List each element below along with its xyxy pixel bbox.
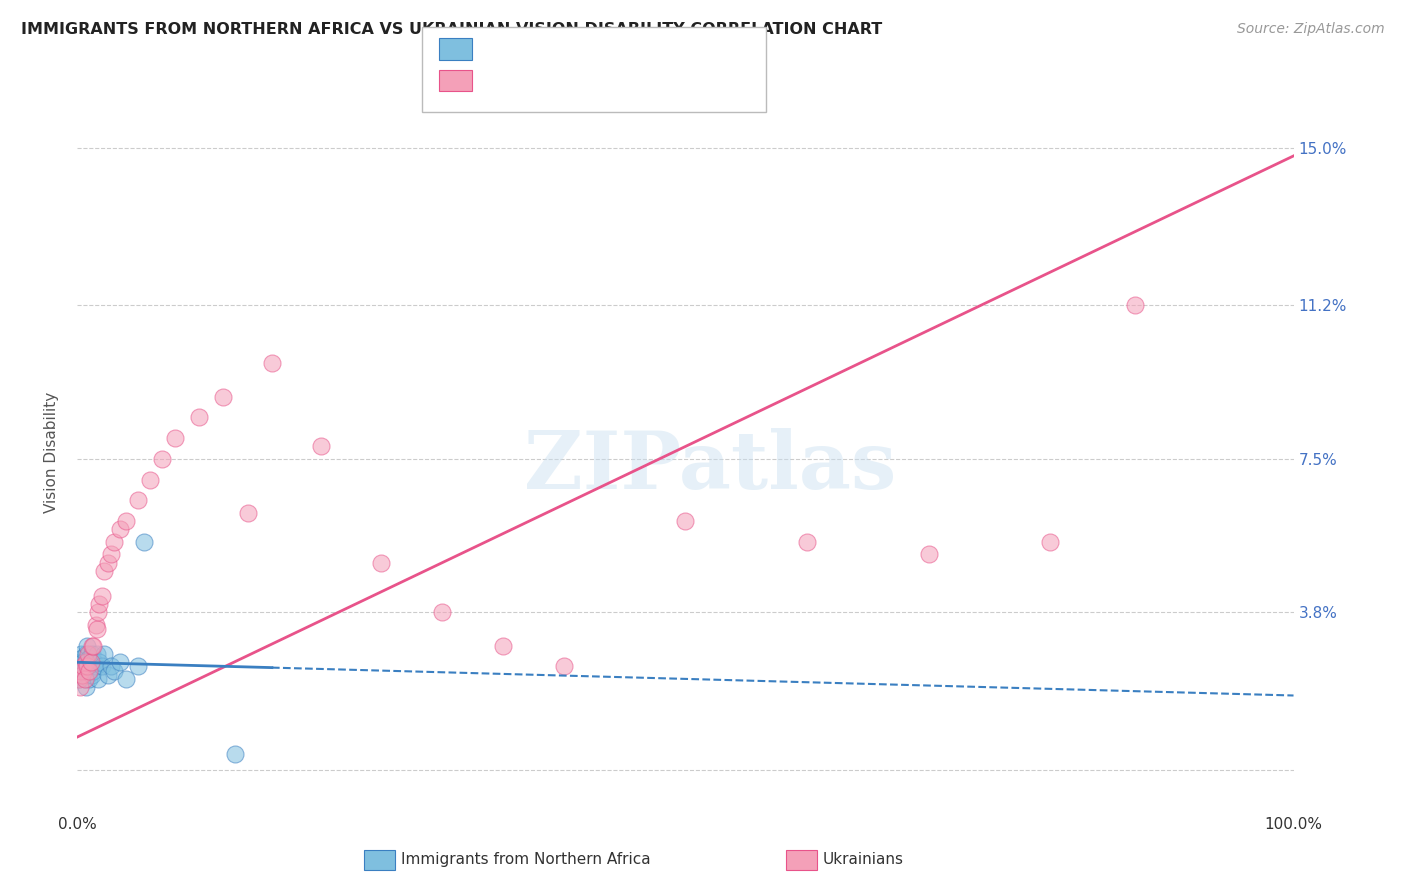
- Text: R =: R =: [477, 42, 505, 56]
- Point: [75, 680, 97, 694]
- Point: [675, 514, 697, 528]
- Point: [75, 655, 97, 669]
- Point: [86, 647, 108, 661]
- Point: [134, 535, 156, 549]
- Point: [260, 356, 283, 370]
- Point: [430, 606, 453, 620]
- Point: [93, 564, 115, 578]
- Point: [84, 618, 107, 632]
- Text: -0.038: -0.038: [520, 42, 575, 56]
- Point: [72, 655, 94, 669]
- Text: R =: R =: [477, 73, 505, 87]
- Point: [79, 664, 101, 678]
- Point: [236, 506, 259, 520]
- Point: [72, 664, 94, 678]
- Point: [89, 597, 111, 611]
- Point: [90, 659, 112, 673]
- Text: 42: 42: [630, 73, 651, 87]
- Point: [76, 659, 98, 673]
- Point: [103, 664, 125, 678]
- Point: [86, 622, 108, 636]
- Point: [76, 664, 98, 678]
- Point: [69, 655, 91, 669]
- Point: [87, 606, 110, 620]
- Point: [83, 655, 105, 669]
- Point: [75, 647, 97, 661]
- Y-axis label: Vision Disability: Vision Disability: [44, 392, 59, 513]
- Point: [139, 473, 162, 487]
- Point: [370, 556, 392, 570]
- Text: 0.612: 0.612: [520, 73, 568, 87]
- Point: [90, 589, 112, 603]
- Point: [67, 672, 90, 686]
- Text: N =: N =: [591, 73, 620, 87]
- Point: [115, 514, 138, 528]
- Text: Source: ZipAtlas.com: Source: ZipAtlas.com: [1237, 22, 1385, 37]
- Text: Immigrants from Northern Africa: Immigrants from Northern Africa: [401, 853, 651, 867]
- Point: [73, 672, 96, 686]
- Point: [188, 410, 211, 425]
- Point: [82, 639, 104, 653]
- Text: N =: N =: [591, 42, 620, 56]
- Point: [69, 664, 91, 678]
- Point: [309, 440, 332, 454]
- Point: [100, 548, 122, 562]
- Point: [224, 747, 246, 761]
- Point: [70, 651, 93, 665]
- Point: [76, 639, 98, 653]
- Point: [492, 639, 515, 653]
- Point: [70, 647, 93, 661]
- Point: [80, 667, 103, 681]
- Point: [67, 672, 90, 686]
- Point: [93, 647, 115, 661]
- Point: [72, 659, 94, 673]
- Point: [87, 672, 110, 686]
- Point: [918, 548, 941, 562]
- Point: [212, 390, 235, 404]
- Point: [73, 659, 96, 673]
- Point: [97, 556, 120, 570]
- Point: [80, 655, 103, 669]
- Point: [80, 659, 103, 673]
- Point: [79, 672, 101, 686]
- Point: [1039, 535, 1062, 549]
- Point: [127, 659, 149, 673]
- Point: [108, 523, 131, 537]
- Point: [97, 667, 120, 681]
- Point: [80, 639, 103, 653]
- Point: [70, 667, 93, 681]
- Point: [115, 672, 138, 686]
- Point: [79, 651, 101, 665]
- Text: ZIPatlas: ZIPatlas: [523, 428, 896, 506]
- Point: [77, 647, 100, 661]
- Text: IMMIGRANTS FROM NORTHERN AFRICA VS UKRAINIAN VISION DISABILITY CORRELATION CHART: IMMIGRANTS FROM NORTHERN AFRICA VS UKRAI…: [21, 22, 883, 37]
- Point: [80, 647, 103, 661]
- Point: [100, 659, 122, 673]
- Point: [77, 667, 100, 681]
- Point: [163, 431, 186, 445]
- Point: [84, 659, 107, 673]
- Point: [77, 659, 100, 673]
- Point: [103, 535, 125, 549]
- Text: Ukrainians: Ukrainians: [823, 853, 904, 867]
- Point: [108, 655, 131, 669]
- Point: [73, 672, 96, 686]
- Point: [1125, 298, 1147, 312]
- Point: [553, 659, 575, 673]
- Point: [127, 493, 149, 508]
- Point: [70, 667, 93, 681]
- Point: [152, 451, 174, 466]
- Point: [69, 680, 91, 694]
- Point: [89, 655, 111, 669]
- Text: 38: 38: [630, 42, 651, 56]
- Point: [70, 664, 93, 678]
- Point: [82, 664, 104, 678]
- Point: [796, 535, 818, 549]
- Point: [70, 659, 93, 673]
